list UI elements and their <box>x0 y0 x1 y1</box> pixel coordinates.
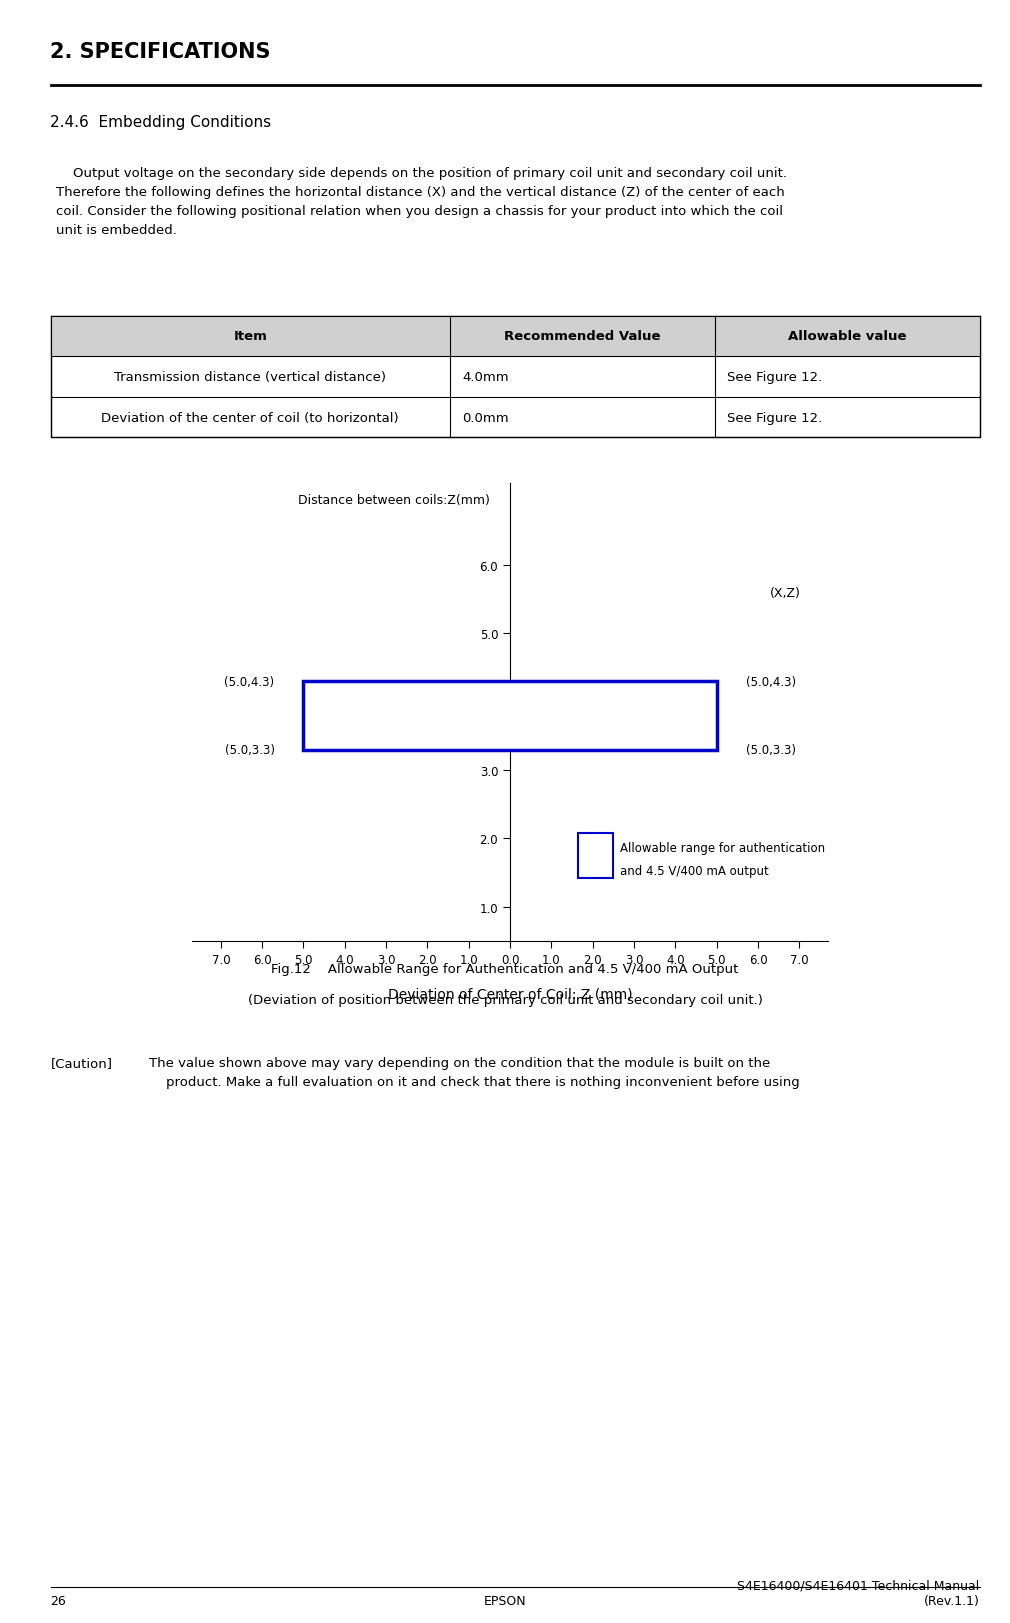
Text: S4E16400/S4E16401 Technical Manual
(Rev.1.1): S4E16400/S4E16401 Technical Manual (Rev.… <box>737 1579 980 1607</box>
Text: Output voltage on the secondary side depends on the position of primary coil uni: Output voltage on the secondary side dep… <box>56 167 787 237</box>
Bar <box>578 834 613 878</box>
Text: See Figure 12.: See Figure 12. <box>727 370 822 385</box>
Text: (5.0,3.3): (5.0,3.3) <box>224 743 275 756</box>
Text: 4.0mm: 4.0mm <box>463 370 509 385</box>
Text: Item: Item <box>233 329 268 344</box>
Text: Fig.12    Allowable Range for Authentication and 4.5 V/400 mA Output: Fig.12 Allowable Range for Authenticatio… <box>272 962 738 975</box>
Text: Recommended Value: Recommended Value <box>504 329 661 344</box>
Text: 2. SPECIFICATIONS: 2. SPECIFICATIONS <box>50 42 271 62</box>
Text: Distance between coils:Z(mm): Distance between coils:Z(mm) <box>298 493 490 506</box>
Text: (5.0,4.3): (5.0,4.3) <box>745 675 796 688</box>
Text: See Figure 12.: See Figure 12. <box>727 411 822 425</box>
Text: and 4.5 V/400 mA output: and 4.5 V/400 mA output <box>619 865 769 878</box>
Text: Transmission distance (vertical distance): Transmission distance (vertical distance… <box>114 370 386 385</box>
Text: The value shown above may vary depending on the condition that the module is bui: The value shown above may vary depending… <box>149 1057 800 1089</box>
Text: Allowable value: Allowable value <box>788 329 907 344</box>
Bar <box>50 316 980 438</box>
Text: 2.4.6  Embedding Conditions: 2.4.6 Embedding Conditions <box>50 115 272 130</box>
Text: Deviation of the center of coil (to horizontal): Deviation of the center of coil (to hori… <box>101 411 399 425</box>
Text: (5.0,3.3): (5.0,3.3) <box>745 743 796 756</box>
Bar <box>50 316 980 357</box>
Text: (5.0,4.3): (5.0,4.3) <box>224 675 275 688</box>
Text: (Deviation of position between the primary coil unit and secondary coil unit.): (Deviation of position between the prima… <box>247 993 763 1006</box>
Text: Allowable range for authentication: Allowable range for authentication <box>619 841 825 854</box>
Text: 0.0mm: 0.0mm <box>463 411 509 425</box>
Text: 26: 26 <box>50 1594 67 1607</box>
Text: EPSON: EPSON <box>484 1594 526 1607</box>
Text: [Caution]: [Caution] <box>50 1057 112 1070</box>
Text: Deviation of Center of Coil: Z (mm): Deviation of Center of Coil: Z (mm) <box>388 987 632 1001</box>
Bar <box>303 682 717 750</box>
Text: (X,Z): (X,Z) <box>771 586 801 599</box>
